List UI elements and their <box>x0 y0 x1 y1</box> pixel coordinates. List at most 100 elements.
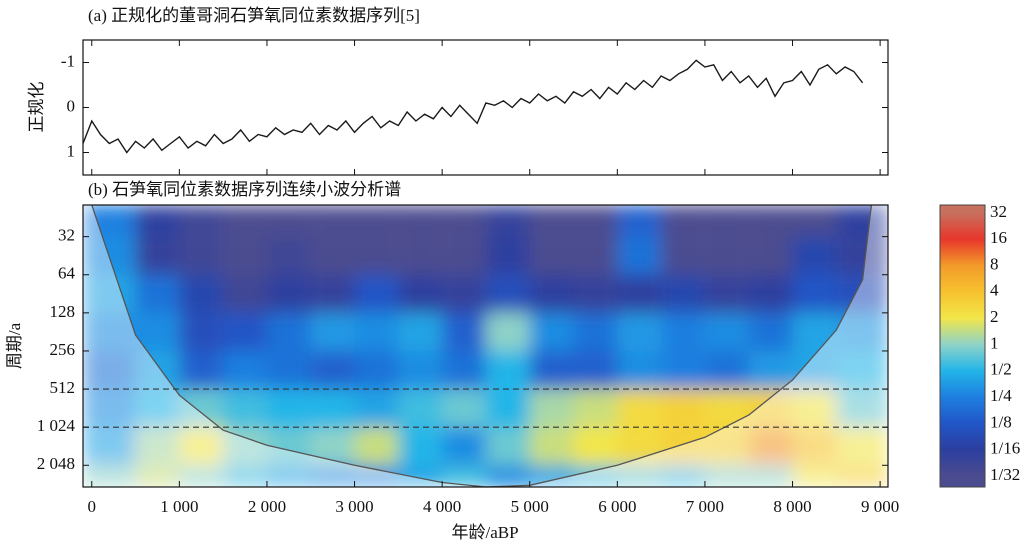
spectrum-cell <box>310 350 355 390</box>
spectrum-cell <box>617 205 662 237</box>
y-tick-label: 256 <box>50 340 76 359</box>
x-tick-label: 5 000 <box>511 497 549 516</box>
spectrum-cell <box>661 312 705 351</box>
spectrum-cell <box>310 389 355 428</box>
y-tick-label: 1 <box>67 141 76 160</box>
coi-shade <box>83 205 888 487</box>
x-tick-label: 3 000 <box>335 497 373 516</box>
spectrum-cell <box>529 465 574 487</box>
spectrum-cell <box>354 205 399 237</box>
spectrum-cell <box>135 427 180 466</box>
spectrum-cell <box>223 427 267 466</box>
spectrum-cell <box>617 389 662 428</box>
spectrum-cell <box>748 350 793 390</box>
spectrum-cell <box>748 389 793 428</box>
spectrum-cell <box>266 465 311 487</box>
x-tick-label: 7 000 <box>686 497 724 516</box>
spectrum-cell <box>442 465 486 487</box>
spectrum-cell <box>266 236 311 275</box>
spectrum-cell <box>573 312 618 351</box>
spectrum-cell <box>485 205 530 237</box>
spectrum-cell <box>179 236 224 275</box>
spectrum-cell <box>529 389 574 428</box>
spectrum-cell <box>792 236 837 275</box>
spectrum-cell <box>485 389 530 428</box>
spectrum-cell <box>310 427 355 466</box>
spectrum-cell <box>836 205 888 237</box>
spectrum-cell <box>792 274 837 313</box>
spectrum-cell <box>398 312 443 351</box>
spectrum-cell <box>83 465 136 487</box>
spectrum-cell <box>266 205 311 237</box>
spectrum-cell <box>529 350 574 390</box>
spectrum-cell <box>617 236 662 275</box>
y-tick-label: 1 024 <box>37 416 76 435</box>
data-line <box>82 59 864 154</box>
spectrum-cell <box>573 274 618 313</box>
spectrum-cell <box>836 427 888 466</box>
colorbar-label: 4 <box>990 281 999 300</box>
spectrum-cell <box>398 205 443 237</box>
spectrum-cell <box>310 205 355 237</box>
spectrum-cell <box>398 274 443 313</box>
spectrum-cell <box>573 427 618 466</box>
x-axis-label: 年龄/aBP <box>451 523 518 542</box>
spectrum-cell <box>485 350 530 390</box>
spectrum-cell <box>792 312 837 351</box>
x-tick-label: 6 000 <box>598 497 636 516</box>
spectrum-cell <box>83 350 136 390</box>
spectrum-cell <box>617 312 662 351</box>
spectrum-cell <box>573 465 618 487</box>
colorbar-label: 1/2 <box>990 360 1012 379</box>
x-tick-label: 1 000 <box>160 497 198 516</box>
spectrum-cell <box>485 236 530 275</box>
spectrum-cell <box>529 236 574 275</box>
spectrum-cell <box>179 389 224 428</box>
spectrum-cell <box>792 389 837 428</box>
coi-line <box>91 204 873 488</box>
spectrum-cell <box>704 274 749 313</box>
spectrum-cell <box>704 465 749 487</box>
colorbar-label: 1/8 <box>990 412 1012 431</box>
spectrum-cell <box>748 427 793 466</box>
x-tick-label: 4 000 <box>423 497 461 516</box>
colorbar-label: 1/32 <box>990 465 1020 484</box>
spectrum-cell <box>398 389 443 428</box>
spectrum-cell <box>529 205 574 237</box>
spectrum-cell <box>704 350 749 390</box>
spectrum-cell <box>792 205 837 237</box>
x-tick-label: 9 000 <box>861 497 899 516</box>
spectrum-cell <box>223 350 267 390</box>
spectrum-cell <box>354 236 399 275</box>
spectrum-cell <box>661 427 705 466</box>
spectrum-cell <box>135 205 180 237</box>
spectrum-cell <box>179 427 224 466</box>
colorbar-label: 32 <box>990 202 1007 221</box>
spectrum-cell <box>661 389 705 428</box>
y-tick-label: 0 <box>67 96 76 115</box>
spectrum-cell <box>135 350 180 390</box>
spectrum-cell <box>573 236 618 275</box>
spectrum-cell <box>661 205 705 237</box>
panel-a-title: (a) 正规化的董哥洞石笋氧同位素数据序列[5] <box>88 6 420 25</box>
spectrum-cell <box>573 350 618 390</box>
spectrum-cell <box>485 465 530 487</box>
spectrum-cell <box>266 274 311 313</box>
y-tick-label: 512 <box>50 378 76 397</box>
spectrum-cell <box>223 205 267 237</box>
y-axis-label: 周期/a <box>5 322 24 369</box>
y-tick-label: 64 <box>58 264 76 283</box>
spectrum-cell <box>354 350 399 390</box>
spectrum-cell <box>354 427 399 466</box>
marks: -1 0 1 0 1 000 2 000 3 000 4 000 5 000 6 000 7 000… <box>37 39 1020 516</box>
spectrum-cell <box>179 274 224 313</box>
spectrum-cell <box>398 350 443 390</box>
y-tick-label: 128 <box>50 302 76 321</box>
spectrum-cell <box>485 312 530 351</box>
spectrum-cell <box>748 465 793 487</box>
spectrum-cell <box>398 427 443 466</box>
spectrum-cell <box>223 274 267 313</box>
spectrum-cell <box>83 427 136 466</box>
y-tick-label: -1 <box>61 51 75 70</box>
colorbar-label: 16 <box>990 228 1007 247</box>
